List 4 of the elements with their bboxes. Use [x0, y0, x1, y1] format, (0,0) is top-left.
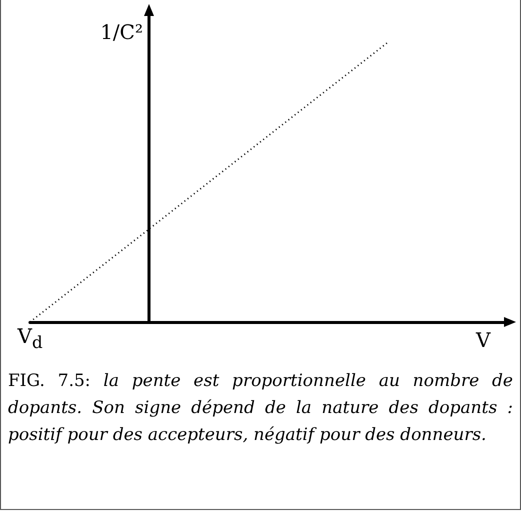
x-axis-title: V	[475, 328, 491, 352]
y-axis-title: 1/C²	[100, 20, 143, 44]
annotation: V$_{d}$	[18, 324, 43, 352]
caption: FIG. 7.5: la pente est proportionnelle au nombre de dopants. Son signe dépend de la nature des dopants : positif pour des accepteurs, négatif pour des donneurs.	[8, 371, 513, 445]
